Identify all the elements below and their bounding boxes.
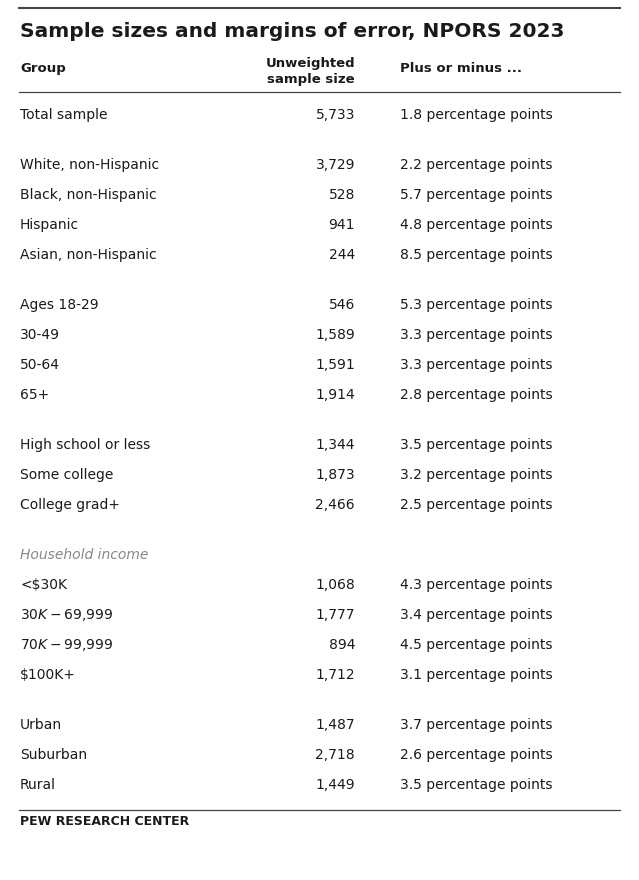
Text: 1,449: 1,449 — [316, 778, 355, 792]
Text: Asian, non-Hispanic: Asian, non-Hispanic — [20, 248, 157, 262]
Text: 1,344: 1,344 — [316, 438, 355, 452]
Text: 8.5 percentage points: 8.5 percentage points — [400, 248, 553, 262]
Text: Urban: Urban — [20, 718, 62, 732]
Text: Household income: Household income — [20, 548, 148, 562]
Text: 5,733: 5,733 — [316, 108, 355, 122]
Text: 50-64: 50-64 — [20, 358, 60, 372]
Text: 3.2 percentage points: 3.2 percentage points — [400, 468, 553, 482]
Text: 3.7 percentage points: 3.7 percentage points — [400, 718, 553, 732]
Text: 2,718: 2,718 — [316, 748, 355, 762]
Text: 941: 941 — [328, 218, 355, 232]
Text: 2.5 percentage points: 2.5 percentage points — [400, 498, 553, 512]
Text: <$30K: <$30K — [20, 578, 67, 592]
Text: 4.3 percentage points: 4.3 percentage points — [400, 578, 553, 592]
Text: 1,914: 1,914 — [315, 388, 355, 402]
Text: 1,712: 1,712 — [316, 668, 355, 682]
Text: 1,487: 1,487 — [316, 718, 355, 732]
Text: 2.8 percentage points: 2.8 percentage points — [400, 388, 553, 402]
Text: 3,729: 3,729 — [316, 158, 355, 172]
Text: Black, non-Hispanic: Black, non-Hispanic — [20, 188, 157, 202]
Text: PEW RESEARCH CENTER: PEW RESEARCH CENTER — [20, 815, 189, 828]
Text: 3.3 percentage points: 3.3 percentage points — [400, 358, 553, 372]
Text: 2.2 percentage points: 2.2 percentage points — [400, 158, 553, 172]
Text: 3.4 percentage points: 3.4 percentage points — [400, 608, 553, 622]
Text: $100K+: $100K+ — [20, 668, 76, 682]
Text: Ages 18-29: Ages 18-29 — [20, 298, 98, 312]
Text: 3.1 percentage points: 3.1 percentage points — [400, 668, 553, 682]
Text: 1.8 percentage points: 1.8 percentage points — [400, 108, 553, 122]
Text: $70K-$99,999: $70K-$99,999 — [20, 637, 113, 653]
Text: Total sample: Total sample — [20, 108, 107, 122]
Text: 3.5 percentage points: 3.5 percentage points — [400, 778, 553, 792]
Text: 4.5 percentage points: 4.5 percentage points — [400, 638, 553, 652]
Text: 1,591: 1,591 — [315, 358, 355, 372]
Text: 1,777: 1,777 — [316, 608, 355, 622]
Text: 3.3 percentage points: 3.3 percentage points — [400, 328, 553, 342]
Text: 2,466: 2,466 — [316, 498, 355, 512]
Text: 30-49: 30-49 — [20, 328, 60, 342]
Text: High school or less: High school or less — [20, 438, 150, 452]
Text: 5.7 percentage points: 5.7 percentage points — [400, 188, 553, 202]
Text: 2.6 percentage points: 2.6 percentage points — [400, 748, 553, 762]
Text: 1,068: 1,068 — [315, 578, 355, 592]
Text: College grad+: College grad+ — [20, 498, 120, 512]
Text: Rural: Rural — [20, 778, 56, 792]
Text: Group: Group — [20, 62, 66, 75]
Text: White, non-Hispanic: White, non-Hispanic — [20, 158, 159, 172]
Text: Sample sizes and margins of error, NPORS 2023: Sample sizes and margins of error, NPORS… — [20, 22, 564, 41]
Text: 528: 528 — [328, 188, 355, 202]
Text: 546: 546 — [328, 298, 355, 312]
Text: Plus or minus ...: Plus or minus ... — [400, 62, 522, 75]
Text: 894: 894 — [328, 638, 355, 652]
Text: 5.3 percentage points: 5.3 percentage points — [400, 298, 553, 312]
Text: 65+: 65+ — [20, 388, 49, 402]
Text: 4.8 percentage points: 4.8 percentage points — [400, 218, 553, 232]
Text: 244: 244 — [328, 248, 355, 262]
Text: Suburban: Suburban — [20, 748, 87, 762]
Text: Unweighted
sample size: Unweighted sample size — [265, 57, 355, 85]
Text: 1,873: 1,873 — [316, 468, 355, 482]
Text: $30K-$69,999: $30K-$69,999 — [20, 607, 113, 623]
Text: Some college: Some college — [20, 468, 113, 482]
Text: Hispanic: Hispanic — [20, 218, 79, 232]
Text: 3.5 percentage points: 3.5 percentage points — [400, 438, 553, 452]
Text: 1,589: 1,589 — [315, 328, 355, 342]
